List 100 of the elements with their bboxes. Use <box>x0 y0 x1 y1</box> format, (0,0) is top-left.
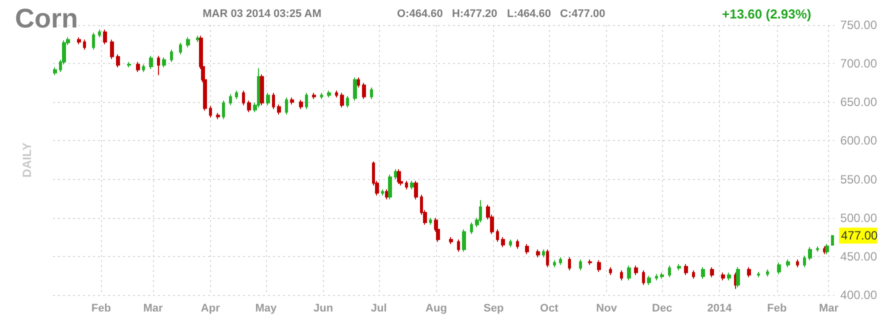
candlestick <box>381 188 384 196</box>
candlestick <box>357 76 360 88</box>
candlestick <box>222 100 225 120</box>
candlestick <box>546 248 549 268</box>
candlestick <box>647 275 651 286</box>
candlestick <box>627 265 631 281</box>
candlestick <box>568 256 571 271</box>
candlestick <box>721 272 725 281</box>
candlestick <box>449 236 453 245</box>
candlestick <box>655 274 658 281</box>
text: H:477.20 <box>452 8 498 20</box>
candlestick <box>320 92 323 100</box>
candlestick <box>405 180 408 190</box>
x-tick-label: Oct <box>540 302 559 314</box>
x-tick-label: Sep <box>484 302 504 314</box>
candlestick <box>825 244 829 255</box>
candlestick <box>692 270 695 280</box>
x-tick-label: Mar <box>143 302 164 314</box>
candlestick <box>796 259 799 268</box>
candlestick <box>353 76 357 102</box>
chart-title: Corn <box>15 4 78 34</box>
candlestick <box>179 42 182 55</box>
candlestick <box>536 248 540 258</box>
candlestick <box>229 94 232 106</box>
x-tick-label: Mar <box>818 302 840 314</box>
candlestick <box>677 264 681 271</box>
candlestick <box>260 74 264 106</box>
text: O:464.60 <box>397 8 443 20</box>
candlestick <box>597 260 601 272</box>
y-tick-label: 750.00 <box>840 18 878 32</box>
candlestick <box>462 228 466 252</box>
candlestick <box>816 246 819 252</box>
y-tick-label: 450.00 <box>840 249 878 264</box>
candlestick <box>149 55 153 70</box>
candlestick <box>777 262 781 275</box>
y-tick-label: 600.00 <box>840 134 878 148</box>
candlestick <box>272 92 275 110</box>
candlestick <box>257 68 260 108</box>
candlestick <box>312 92 316 100</box>
y-tick-label: 550.00 <box>840 172 878 186</box>
candlestick <box>808 246 812 261</box>
candlestick <box>327 90 331 98</box>
candlestick <box>162 56 166 68</box>
candlestick <box>727 272 731 281</box>
candlestick <box>53 66 57 76</box>
candlestick <box>83 39 86 50</box>
candlestick <box>620 270 623 281</box>
candlestick <box>831 234 834 246</box>
candlestick <box>553 260 556 268</box>
candlestick <box>747 266 751 278</box>
y-tick-label: 700.00 <box>840 56 878 71</box>
candlestick <box>410 180 414 190</box>
candlestick <box>542 248 545 258</box>
candlestick <box>397 168 401 184</box>
candlestick <box>394 168 397 180</box>
candlestick <box>110 39 114 60</box>
x-tick-label: Feb <box>91 302 112 314</box>
candlestick <box>660 272 664 280</box>
x-tick-label: May <box>255 302 278 314</box>
candlestick <box>496 228 499 242</box>
candlestick <box>103 29 107 45</box>
candlestick <box>299 99 303 110</box>
x-tick-label: Nov <box>596 302 618 314</box>
candlestick <box>370 86 373 100</box>
candlestick <box>803 255 806 268</box>
candlestick <box>479 200 482 223</box>
candlestick <box>305 92 308 110</box>
candlestick <box>642 270 645 286</box>
candlestick <box>136 62 140 73</box>
candlestick <box>509 238 512 248</box>
x-tick-label: 2014 <box>707 302 733 314</box>
x-tick-label: Aug <box>426 302 447 314</box>
candlestick <box>216 112 220 120</box>
candlestick <box>127 62 131 68</box>
candlestick <box>668 265 671 278</box>
candlestick <box>470 222 473 235</box>
candlestick <box>285 97 288 115</box>
y-tick-label: 400.00 <box>840 288 878 302</box>
candlestick <box>209 106 212 118</box>
x-tick-label: Jul <box>370 302 387 314</box>
candlestick <box>170 49 173 63</box>
candlestick <box>235 90 238 100</box>
candlestick <box>429 217 432 226</box>
candlestick <box>346 95 349 108</box>
text: C:477.00 <box>560 8 606 20</box>
text: +13.60 (2.93%) <box>722 6 812 22</box>
candlestick <box>157 55 160 76</box>
candlestick <box>77 36 81 45</box>
candlestick <box>340 92 344 108</box>
candlestick <box>786 259 790 268</box>
candlestick <box>277 104 281 115</box>
candlestick <box>579 259 582 271</box>
x-tick-label: Apr <box>200 302 221 314</box>
y-tick-label: 650.00 <box>840 95 878 110</box>
candlestick <box>501 236 505 248</box>
candlestick <box>388 174 392 200</box>
candlestick <box>247 100 251 113</box>
candlestick <box>609 266 612 276</box>
candlestick <box>98 29 101 38</box>
candlestick <box>242 90 245 106</box>
